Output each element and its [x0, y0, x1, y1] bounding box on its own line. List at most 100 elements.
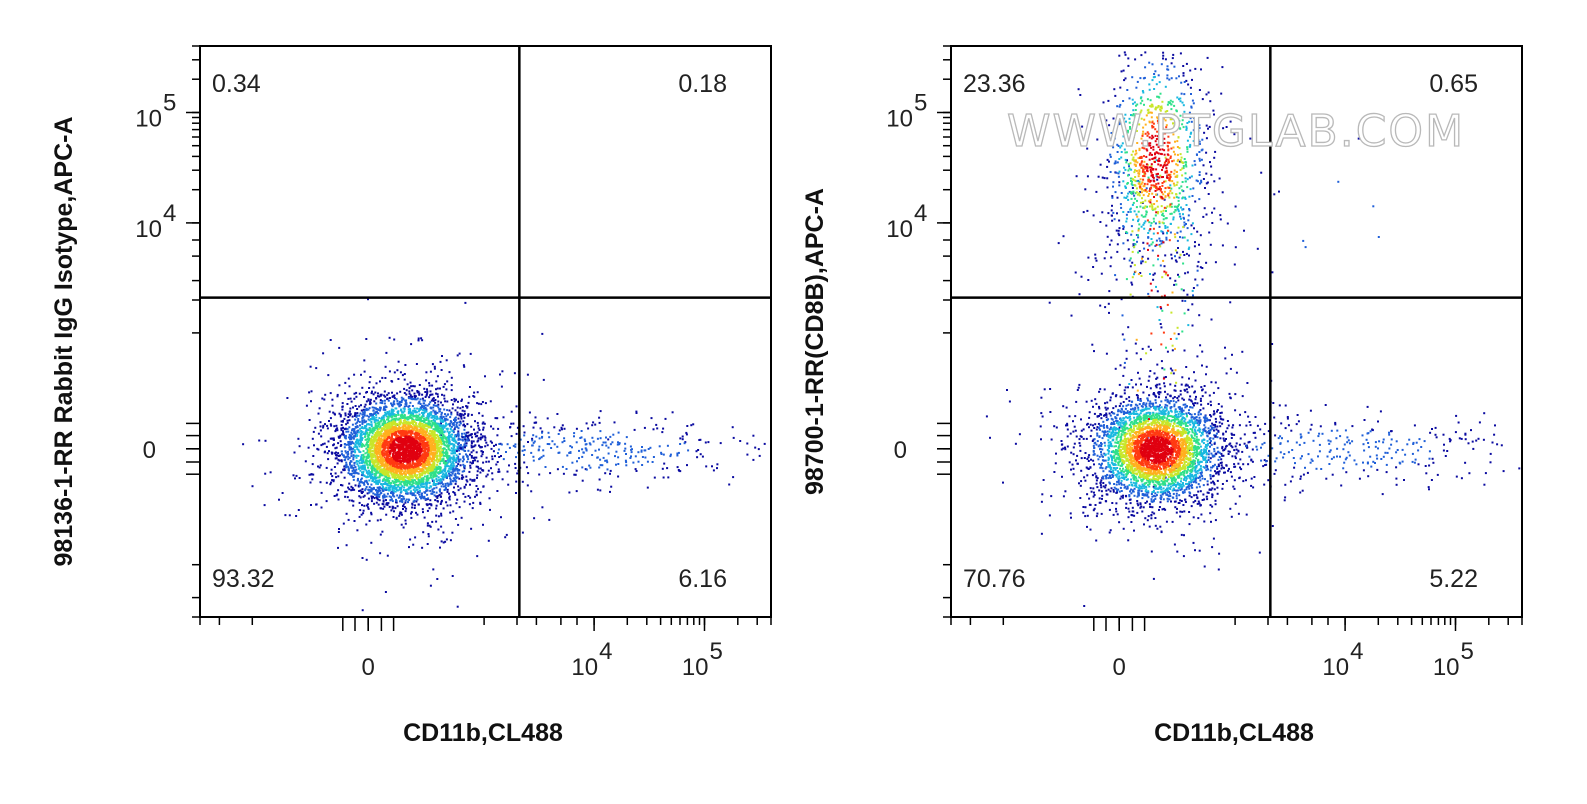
event-dot: [470, 442, 473, 444]
event-dot: [310, 400, 312, 403]
event-dot: [335, 428, 338, 431]
event-dot: [412, 415, 415, 418]
event-dot: [571, 461, 574, 464]
event-dot: [355, 471, 358, 474]
event-dot: [473, 445, 476, 448]
event-dot: [446, 423, 449, 426]
event-dot: [357, 472, 360, 475]
event-dot: [337, 455, 340, 457]
event-dot: [448, 472, 450, 475]
event-dot: [391, 491, 394, 494]
event-dot: [465, 479, 468, 482]
event-dot: [400, 486, 403, 489]
event-dot: [455, 457, 458, 460]
event-dot: [429, 411, 432, 414]
event-dot: [363, 455, 366, 458]
event-dot: [437, 482, 440, 485]
event-dot: [514, 445, 517, 448]
event-dot: [413, 479, 416, 482]
event-dot: [470, 451, 473, 454]
event-dot: [305, 404, 308, 407]
event-dot: [441, 424, 444, 427]
event-dot: [422, 399, 425, 402]
event-dot: [375, 411, 378, 414]
event-dot: [359, 489, 362, 492]
event-dot: [371, 406, 374, 409]
event-dot: [479, 467, 482, 470]
event-dot: [359, 451, 362, 454]
event-dot: [462, 455, 465, 458]
event-dot: [448, 465, 451, 468]
event-dot: [345, 443, 348, 446]
event-dot: [469, 386, 471, 388]
event-dot: [393, 495, 396, 498]
event-dot: [500, 455, 502, 457]
event-dot: [433, 365, 436, 368]
event-dot: [598, 478, 601, 481]
event-dot: [369, 413, 372, 416]
event-dot: [344, 458, 347, 461]
event-dot: [431, 492, 434, 495]
event-dot: [347, 450, 349, 453]
event-dot: [456, 354, 459, 357]
event-dot: [351, 415, 354, 418]
event-dot: [476, 460, 479, 463]
event-dot: [393, 485, 396, 488]
event-dot: [428, 396, 431, 399]
event-dot: [363, 396, 366, 398]
event-dot: [474, 433, 476, 436]
event-dot: [625, 464, 628, 467]
event-dot: [336, 427, 339, 430]
event-dot: [352, 437, 355, 440]
event-dot: [452, 455, 455, 458]
event-dot: [364, 408, 367, 411]
event-dot: [561, 424, 564, 427]
event-dot: [498, 443, 501, 445]
event-dot: [350, 474, 353, 477]
event-dot: [353, 488, 356, 491]
event-dot: [417, 339, 420, 342]
event-dot: [662, 453, 665, 456]
event-dot: [353, 464, 356, 467]
event-dot: [362, 450, 365, 453]
event-dot: [471, 479, 474, 482]
event-dot: [433, 487, 436, 490]
event-dot: [373, 406, 376, 409]
event-dot: [258, 439, 261, 442]
event-dot: [453, 397, 456, 400]
event-dot: [361, 609, 364, 612]
event-dot: [584, 440, 587, 443]
event-dot: [412, 493, 415, 496]
event-dot: [467, 401, 470, 404]
event-dot: [434, 401, 437, 404]
event-dot: [317, 412, 320, 415]
event-dot: [409, 394, 412, 397]
event-dot: [361, 490, 364, 493]
event-dot: [344, 490, 347, 493]
event-dot: [369, 398, 372, 401]
event-dot: [366, 492, 369, 495]
event-dot: [353, 520, 356, 522]
event-dot: [366, 475, 369, 478]
event-dot: [321, 397, 324, 400]
event-dot: [420, 337, 423, 340]
event-dot: [667, 476, 670, 479]
event-dot: [454, 458, 457, 461]
event-dot: [584, 468, 587, 471]
event-dot: [427, 535, 430, 538]
event-dot: [361, 413, 364, 416]
event-dot: [463, 500, 466, 503]
event-dot: [395, 501, 397, 504]
event-dot: [428, 403, 431, 406]
event-dot: [405, 492, 407, 495]
event-dot: [383, 394, 386, 397]
event-dot: [383, 477, 386, 480]
event-dot: [360, 458, 363, 461]
event-dot: [472, 449, 475, 452]
event-dot: [322, 352, 325, 355]
event-dot: [542, 454, 545, 457]
event-dot: [372, 409, 375, 412]
event-dot: [497, 470, 500, 473]
event-dot: [423, 409, 426, 412]
event-dot: [513, 372, 516, 375]
